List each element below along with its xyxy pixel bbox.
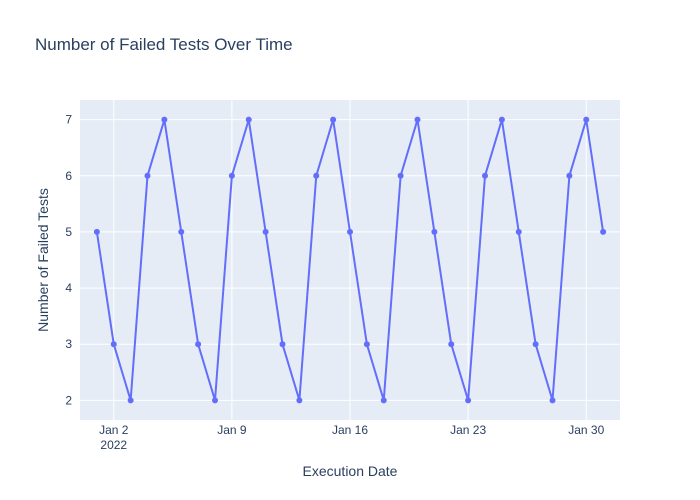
data-point[interactable] (178, 228, 185, 235)
data-point[interactable] (279, 341, 286, 348)
data-point[interactable] (212, 397, 218, 404)
data-point[interactable] (330, 116, 337, 123)
data-point[interactable] (195, 341, 202, 348)
data-point[interactable] (93, 228, 100, 235)
data-point[interactable] (245, 116, 252, 123)
data-point[interactable] (380, 397, 387, 404)
data-point[interactable] (110, 341, 117, 348)
y-tick-label: 2 (65, 393, 72, 407)
data-point[interactable] (262, 228, 269, 235)
data-point[interactable] (363, 341, 370, 348)
data-point[interactable] (448, 341, 455, 348)
x-axis-title: Execution Date (303, 463, 398, 479)
data-point[interactable] (296, 397, 303, 404)
grid (80, 100, 620, 420)
data-point[interactable] (228, 172, 235, 179)
x-tick-label: Jan 9 (217, 423, 247, 437)
data-point[interactable] (431, 228, 438, 235)
x-tick-label: Jan 16 (332, 423, 368, 437)
data-point[interactable] (347, 228, 353, 235)
x-tick-sublabel: 2022 (100, 438, 127, 452)
data-point[interactable] (498, 116, 505, 123)
y-tick-label: 5 (65, 225, 72, 239)
data-point[interactable] (566, 172, 573, 179)
data-point[interactable] (397, 172, 404, 179)
x-tick-label: Jan 2 (99, 423, 129, 437)
y-axis-title: Number of Failed Tests (35, 188, 51, 332)
data-point[interactable] (313, 172, 320, 179)
data-point[interactable] (161, 116, 168, 123)
y-tick-label: 3 (65, 337, 72, 351)
y-tick-label: 7 (65, 113, 72, 127)
y-tick-label: 6 (65, 169, 72, 183)
x-tick-label: Jan 30 (568, 423, 604, 437)
y-tick-label: 4 (65, 281, 72, 295)
series-point-layer (93, 116, 607, 404)
data-point[interactable] (549, 397, 556, 404)
data-point[interactable] (532, 341, 539, 348)
data-point[interactable] (465, 397, 472, 404)
data-point[interactable] (144, 172, 151, 179)
data-point[interactable] (482, 172, 488, 179)
chart-title: Number of Failed Tests Over Time (35, 35, 293, 54)
y-tick-labels: 2 3 4 5 6 7 (65, 113, 72, 408)
data-point[interactable] (583, 116, 590, 123)
data-point[interactable] (127, 397, 134, 404)
data-point[interactable] (414, 116, 421, 123)
x-tick-label: Jan 23 (450, 423, 486, 437)
data-point[interactable] (515, 228, 522, 235)
data-point[interactable] (600, 228, 607, 235)
